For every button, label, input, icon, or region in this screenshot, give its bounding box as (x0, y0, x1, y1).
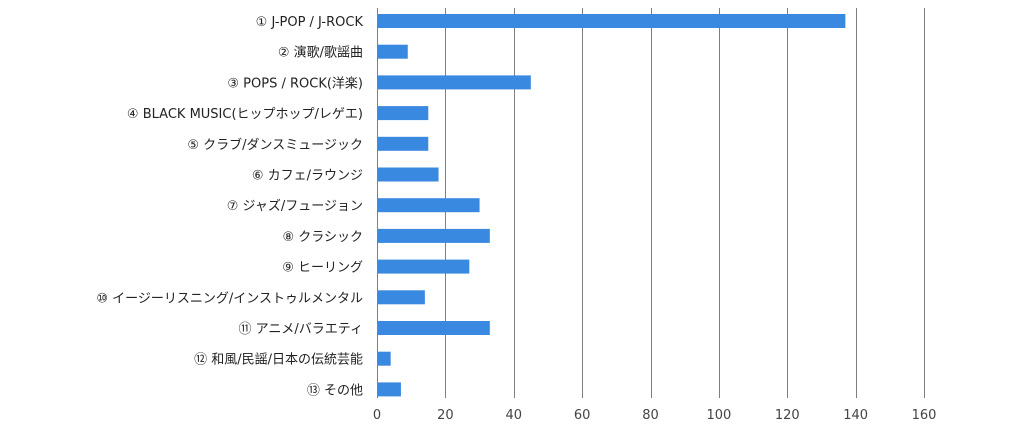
category-label: ⑩ イージーリスニング/インストゥルメンタル (96, 291, 363, 306)
x-tick-label: 160 (912, 408, 937, 423)
category-label: ② 演歌/歌謡曲 (278, 45, 363, 61)
bar (378, 14, 846, 28)
bar (378, 44, 408, 59)
x-tick-label: 80 (642, 408, 659, 423)
category-label: ⑪ アニメ/バラエティ (239, 322, 363, 337)
category-label: ⑥ カフェ/ラウンジ (252, 169, 363, 184)
bar (378, 106, 429, 121)
bar-layer (378, 14, 846, 397)
bar (378, 290, 425, 305)
x-tick-label: 140 (843, 408, 868, 423)
category-labels: ① J-POP / J-ROCK ② 演歌/歌謡曲 ③ POPS / ROCK(洋楽… (96, 15, 363, 398)
category-label: ① J-POP / J-ROCK (256, 15, 364, 30)
bar (378, 351, 391, 366)
x-tick-label: 20 (437, 408, 454, 423)
category-label: ⑨ ヒーリング (282, 261, 363, 276)
bar (378, 321, 490, 335)
category-label: ⑤ クラブ/ダンスミュージック (187, 137, 363, 153)
x-tick-label: 120 (775, 408, 800, 423)
bar (378, 228, 490, 243)
category-label: ⑦ ジャズ/フュージョン (227, 198, 363, 214)
bar (378, 259, 470, 274)
grid-layer (377, 8, 925, 398)
bar (378, 75, 531, 90)
bar (378, 198, 480, 213)
bar (378, 136, 429, 151)
x-tick-label: 60 (574, 408, 591, 423)
x-tick-label: 40 (505, 408, 522, 423)
bar (378, 382, 401, 397)
category-label: ⑧ クラシック (282, 230, 363, 245)
x-tick-label: 0 (373, 408, 381, 423)
category-label: ⑫ 和風/民謡/日本の伝統芸能 (194, 352, 363, 368)
category-label: ③ POPS / ROCK(洋楽) (227, 75, 363, 91)
category-label: ④ BLACK MUSIC(ヒップホップ/レゲエ) (127, 107, 363, 122)
category-label: ⑬ その他 (307, 383, 363, 398)
x-tick-labels: 0 20 40 60 80 100 120 140 160 (373, 408, 937, 423)
bar (378, 167, 439, 182)
x-tick-label: 100 (706, 408, 731, 423)
